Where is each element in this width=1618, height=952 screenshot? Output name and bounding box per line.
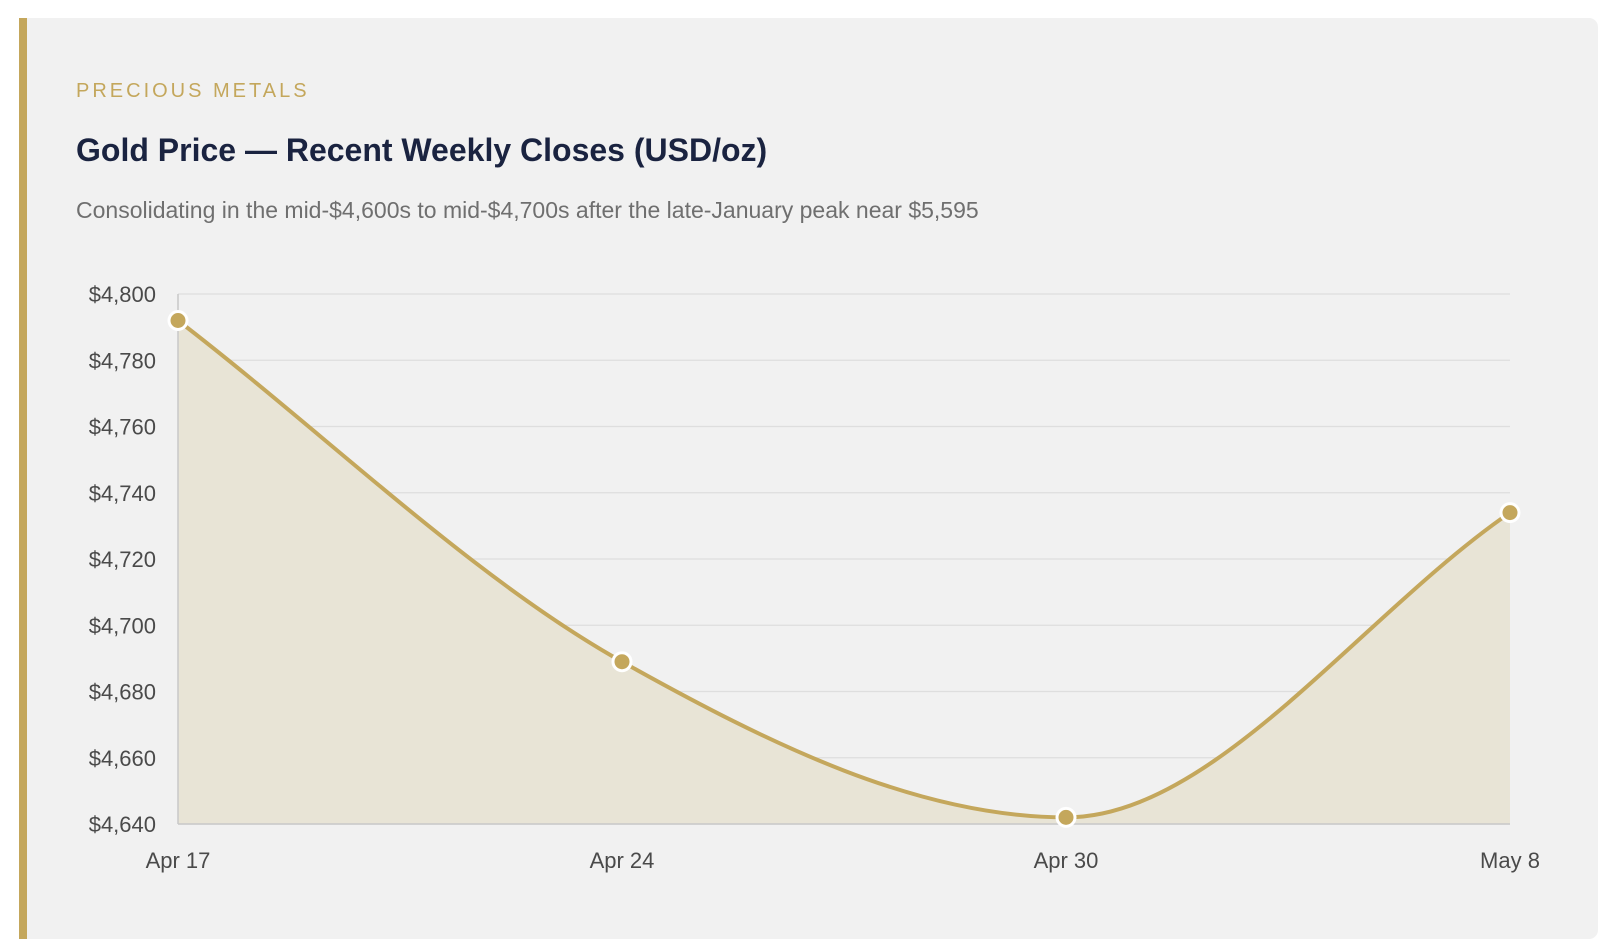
x-tick-label: May 8 xyxy=(1480,848,1540,873)
data-point xyxy=(1499,502,1521,524)
y-tick-label: $4,740 xyxy=(89,481,156,506)
data-point xyxy=(611,651,633,673)
x-tick-label: Apr 30 xyxy=(1034,848,1099,873)
y-tick-label: $4,760 xyxy=(89,415,156,440)
data-point xyxy=(167,310,189,331)
y-tick-label: $4,700 xyxy=(89,613,156,638)
y-tick-label: $4,800 xyxy=(89,282,156,307)
y-tick-label: $4,680 xyxy=(89,680,156,705)
data-point xyxy=(1055,806,1077,828)
y-tick-label: $4,720 xyxy=(89,547,156,572)
y-tick-label: $4,780 xyxy=(89,348,156,373)
y-tick-label: $4,660 xyxy=(89,746,156,771)
accent-bar xyxy=(19,18,27,939)
series-line xyxy=(176,318,1512,820)
eyebrow-label: PRECIOUS METALS xyxy=(76,80,310,102)
y-tick-label: $4,640 xyxy=(89,812,156,837)
x-tick-label: Apr 24 xyxy=(590,848,655,873)
x-tick-label: Apr 17 xyxy=(146,848,211,873)
chart-title: Gold Price — Recent Weekly Closes (USD/o… xyxy=(76,132,768,168)
chart-subtitle: Consolidating in the mid-$4,600s to mid-… xyxy=(76,197,979,223)
area-fill xyxy=(178,320,1510,824)
